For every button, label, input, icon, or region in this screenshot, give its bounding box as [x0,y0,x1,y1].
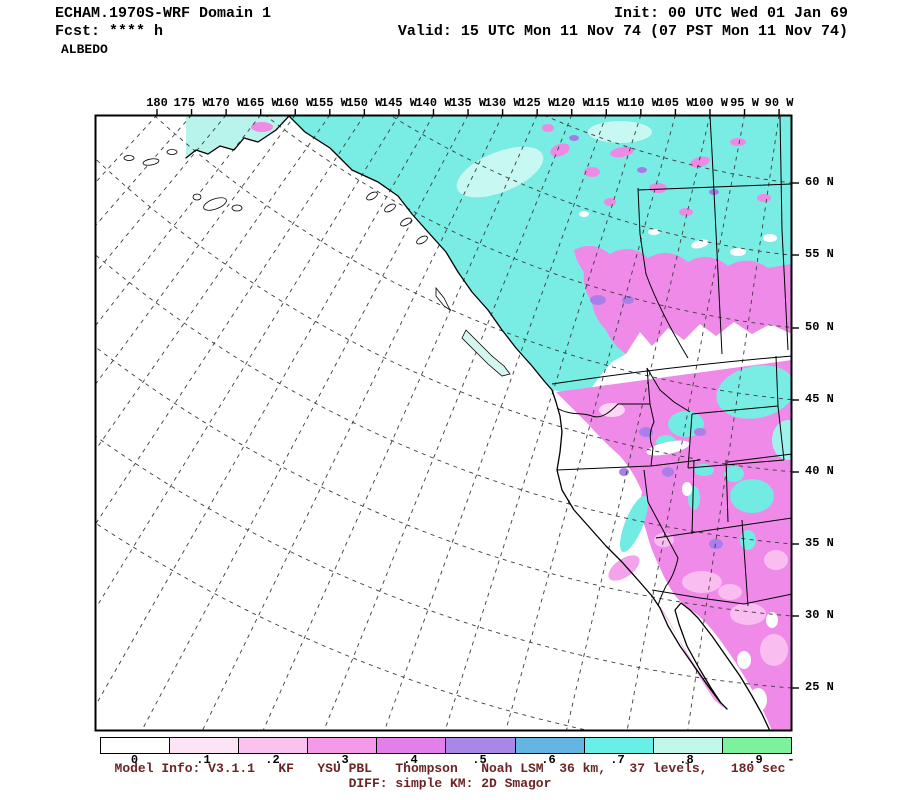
colorbar-tick-label: .5 [472,753,487,767]
lon-label: 165 W [242,96,279,110]
field-name: ALBEDO [61,42,108,57]
colorbar-cell [515,738,585,753]
header-left: ECHAM.1970S-WRF Domain 1 Fcst: **** h AL… [55,5,271,59]
lon-label: 160 W [277,96,314,110]
colorbar-tick-label: .3 [334,753,349,767]
model-info: Model Info: V3.1.1 KF YSU PBL Thompson N… [114,761,786,776]
lat-label: 50 N [805,320,834,334]
colorbar-tick-label: - [787,753,795,767]
lon-labels: 180 175 W 170 W 165 W 160 W 155 W 150 W 145 W 14… [95,96,794,112]
lat-labels: 60 N 55 N 50 N 45 N 40 N 35 N 30 N 25 N [799,0,859,800]
colorbar-labels: 0 .1 .2 .3 .4 .5 .6 .7 .8 .9 - [100,753,800,769]
colorbar-cell [308,738,378,753]
lon-label: 180 [146,96,168,110]
valid-time: Valid: 15 UTC Mon 11 Nov 74 (07 PST Mon … [397,23,848,40]
colorbar-cell [653,738,723,753]
forecast-hour: Fcst: **** h [55,23,164,40]
lon-label: 95 W [730,96,759,110]
albedo-map [94,109,799,732]
colorbar-cell [170,738,240,753]
axis-ticks [156,109,799,689]
border-layer [551,116,791,607]
lon-label: 90 W [764,96,794,110]
colorbar-cell [584,738,654,753]
lon-label: 155 W [311,96,348,110]
graticule [96,116,791,730]
lon-label: 130 W [484,96,521,110]
lon-label: 170 W [208,96,245,110]
lon-label: 140 W [415,96,452,110]
init-time: Init: 00 UTC Wed 01 Jan 69 [613,5,848,22]
lat-label: 60 N [805,175,834,189]
header-right: Init: 00 UTC Wed 01 Jan 69 Valid: 15 UTC… [398,5,848,41]
lon-label: 145 W [380,96,417,110]
colorbar-tick-label: .7 [610,753,625,767]
colorbar-tick-label: .2 [265,753,280,767]
footer: Model Info: V3.1.1 KF YSU PBL Thompson N… [0,761,900,791]
lon-label: 135 W [450,96,487,110]
lat-label: 25 N [805,680,834,694]
colorbar-cell [722,738,791,753]
lat-label: 55 N [805,247,834,261]
lon-label: 100 W [691,96,728,110]
lon-label: 120 W [553,96,590,110]
lon-label: 150 W [346,96,383,110]
diffusion-info: DIFF: simple KM: 2D Smagor [348,776,552,791]
lat-label: 45 N [805,392,834,406]
lat-label: 30 N [805,608,834,622]
lon-label: 115 W [588,96,625,110]
lon-label: 110 W [622,96,659,110]
lat-label: 35 N [805,536,834,550]
colorbar-cell [101,738,171,753]
map-frame [94,114,793,732]
colorbar-tick-label: .4 [403,753,418,767]
lon-label: 105 W [657,96,694,110]
fill-layer [186,116,791,730]
model-title: ECHAM.1970S-WRF Domain 1 [55,5,272,22]
colorbar-cell [446,738,516,753]
colorbar-tick-label: .1 [196,753,211,767]
colorbar-cell [239,738,309,753]
colorbar-tick-label: .8 [679,753,694,767]
colorbar-tick-label: .6 [541,753,556,767]
coastline-layer [123,116,771,730]
lat-label: 40 N [805,464,834,478]
colorbar-tick-label: .9 [748,753,763,767]
lon-label: 175 W [173,96,210,110]
colorbar-cell [377,738,447,753]
lon-label: 125 W [519,96,556,110]
colorbar [100,737,792,754]
colorbar-tick-label: 0 [130,753,139,767]
